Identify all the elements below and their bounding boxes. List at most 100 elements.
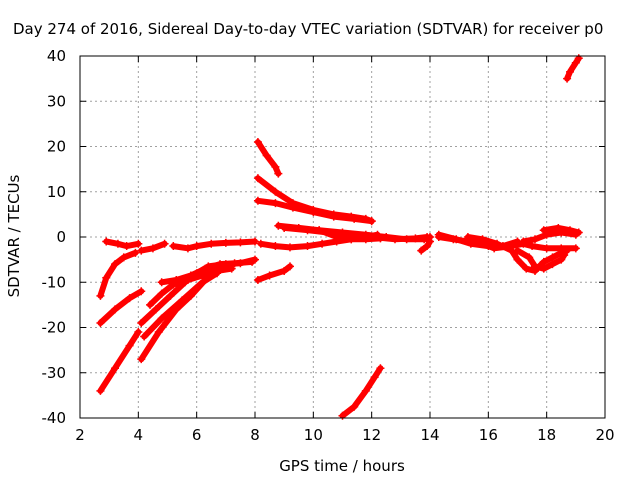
data-point-marker bbox=[434, 230, 443, 239]
data-point-marker bbox=[329, 212, 338, 221]
series-arc-25 bbox=[513, 246, 569, 273]
data-point-marker bbox=[137, 287, 146, 296]
y-tick-label: -10 bbox=[42, 273, 67, 291]
data-layer bbox=[96, 54, 583, 420]
data-point-marker bbox=[347, 235, 356, 244]
series-trace bbox=[520, 229, 579, 245]
data-point-marker bbox=[525, 253, 534, 262]
data-point-marker bbox=[125, 294, 134, 303]
y-tick-label: 30 bbox=[47, 92, 66, 110]
data-point-marker bbox=[303, 226, 312, 235]
data-point-marker bbox=[548, 253, 557, 262]
data-point-marker bbox=[452, 235, 461, 244]
data-point-marker bbox=[563, 246, 572, 255]
y-tick-label: 0 bbox=[56, 228, 66, 246]
series-arc-20 bbox=[338, 364, 385, 420]
data-point-marker bbox=[186, 291, 195, 300]
data-point-marker bbox=[111, 305, 119, 314]
series-arc-11 bbox=[157, 257, 257, 287]
data-point-marker bbox=[271, 162, 280, 171]
data-point-marker bbox=[411, 234, 420, 243]
data-point-marker bbox=[361, 235, 370, 244]
data-point-marker bbox=[376, 364, 385, 373]
data-point-marker bbox=[137, 318, 146, 327]
data-point-marker bbox=[201, 264, 210, 273]
data-point-marker bbox=[493, 239, 502, 248]
series-arc-21 bbox=[417, 237, 434, 255]
series-arc-6 bbox=[169, 237, 259, 253]
data-point-marker bbox=[134, 239, 143, 248]
data-point-marker bbox=[236, 238, 245, 247]
data-point-marker bbox=[519, 237, 528, 246]
data-point-marker bbox=[253, 196, 262, 205]
series-arc-28 bbox=[563, 54, 583, 83]
data-point-marker bbox=[137, 246, 146, 255]
series-trace bbox=[97, 329, 142, 394]
data-point-marker bbox=[376, 234, 385, 243]
data-point-marker bbox=[102, 237, 111, 246]
y-tick-label: 10 bbox=[47, 183, 66, 201]
data-point-marker bbox=[286, 262, 294, 271]
data-point-marker bbox=[253, 174, 262, 183]
series-trace bbox=[564, 55, 582, 82]
data-point-marker bbox=[571, 244, 580, 253]
data-point-marker bbox=[288, 203, 297, 212]
data-point-marker bbox=[566, 226, 574, 235]
y-tick-label: -20 bbox=[42, 319, 67, 337]
data-point-marker bbox=[528, 242, 537, 251]
series-arc-14 bbox=[253, 196, 376, 226]
data-point-marker bbox=[157, 314, 166, 323]
series-arc-5 bbox=[137, 239, 169, 255]
data-point-marker bbox=[271, 242, 280, 251]
x-tick-label: 6 bbox=[192, 426, 202, 444]
y-tick-label: 20 bbox=[47, 138, 66, 156]
data-point-marker bbox=[213, 266, 222, 275]
data-point-marker bbox=[513, 246, 522, 255]
data-point-marker bbox=[166, 291, 175, 300]
data-point-marker bbox=[160, 239, 169, 248]
data-point-marker bbox=[96, 291, 105, 300]
x-tick-label: 10 bbox=[304, 426, 323, 444]
data-point-marker bbox=[131, 248, 140, 257]
data-point-marker bbox=[548, 260, 557, 269]
x-tick-label: 4 bbox=[134, 426, 144, 444]
data-point-marker bbox=[157, 278, 166, 287]
data-point-marker bbox=[102, 273, 111, 282]
data-point-marker bbox=[134, 328, 143, 337]
data-point-marker bbox=[256, 239, 265, 248]
axis-layer: 2 4 6 8 10 12 14 16 18 20 40 30 20 10 0 -10 -20 -30 -40 bbox=[42, 47, 615, 444]
series-arc-17 bbox=[253, 262, 294, 284]
y-tick-label: -40 bbox=[42, 409, 67, 427]
data-point-marker bbox=[271, 187, 280, 196]
series-trace bbox=[254, 263, 293, 283]
data-point-marker bbox=[253, 137, 262, 146]
data-point-marker bbox=[303, 242, 312, 251]
data-point-marker bbox=[332, 233, 341, 241]
series-arc-2 bbox=[102, 237, 143, 251]
data-point-marker bbox=[563, 74, 572, 83]
data-point-marker bbox=[557, 255, 566, 264]
data-point-marker bbox=[531, 262, 539, 271]
data-point-marker bbox=[280, 266, 289, 275]
data-point-marker bbox=[230, 259, 239, 268]
x-tick-label: 8 bbox=[250, 426, 260, 444]
series-arc-10 bbox=[146, 264, 236, 309]
data-point-marker bbox=[466, 239, 475, 248]
y-tick-label: 40 bbox=[47, 47, 66, 65]
y-tick-label: -30 bbox=[42, 364, 67, 382]
data-point-marker bbox=[172, 305, 181, 314]
data-point-marker bbox=[119, 253, 128, 262]
data-point-marker bbox=[382, 233, 391, 241]
data-point-marker bbox=[539, 264, 548, 273]
x-tick-label: 12 bbox=[362, 426, 381, 444]
data-point-marker bbox=[318, 239, 327, 248]
data-point-marker bbox=[265, 271, 274, 280]
data-point-marker bbox=[566, 67, 574, 76]
data-point-marker bbox=[271, 199, 280, 208]
data-point-marker bbox=[350, 402, 359, 411]
data-point-marker bbox=[367, 217, 376, 226]
data-point-marker bbox=[539, 257, 548, 266]
data-point-marker bbox=[192, 242, 201, 251]
series-trace bbox=[103, 238, 142, 250]
